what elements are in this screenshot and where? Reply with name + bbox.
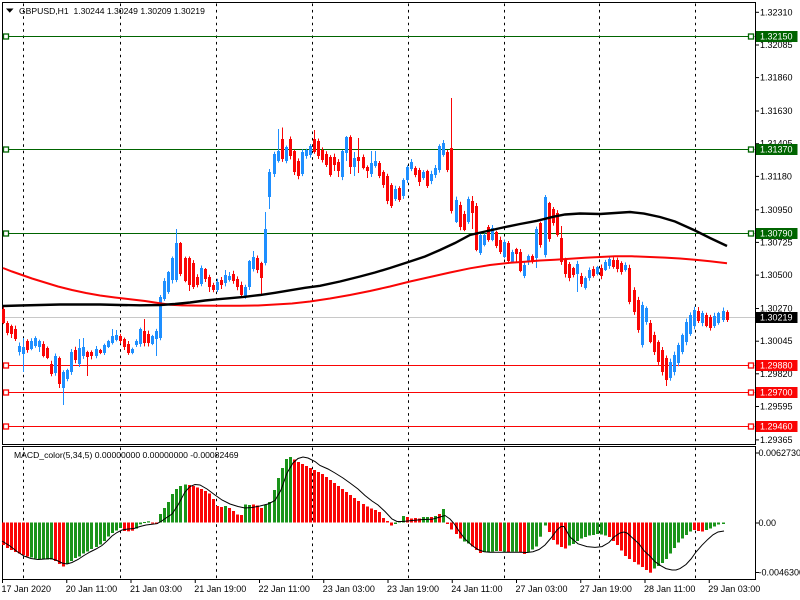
svg-text:1.30045: 1.30045	[760, 336, 793, 346]
svg-text:27 Jan 03:00: 27 Jan 03:00	[516, 584, 568, 594]
svg-text:1.30219: 1.30219	[760, 313, 793, 323]
svg-text:0.00: 0.00	[759, 518, 777, 528]
svg-text:0.0062730: 0.0062730	[759, 448, 800, 458]
svg-text:1.29880: 1.29880	[760, 361, 793, 371]
svg-text:23 Jan 03:00: 23 Jan 03:00	[323, 584, 375, 594]
svg-text:1.31370: 1.31370	[760, 145, 793, 155]
svg-text:1.29820: 1.29820	[760, 369, 793, 379]
svg-text:21 Jan 19:00: 21 Jan 19:00	[194, 584, 246, 594]
svg-text:1.32150: 1.32150	[760, 32, 793, 42]
svg-text:1.31180: 1.31180	[760, 171, 792, 181]
svg-text:1.30950: 1.30950	[760, 205, 793, 215]
svg-text:1.32085: 1.32085	[760, 40, 793, 50]
svg-text:29 Jan 03:00: 29 Jan 03:00	[708, 584, 760, 594]
svg-text:20 Jan 11:00: 20 Jan 11:00	[66, 584, 117, 594]
svg-text:GBPUSD,H1 1.30244 1.30249 1.3: GBPUSD,H1 1.30244 1.30249 1.30209 1.3021…	[19, 6, 205, 16]
svg-text:-0.0046300: -0.0046300	[759, 568, 800, 578]
svg-text:1.30500: 1.30500	[760, 270, 793, 280]
svg-text:1.31860: 1.31860	[760, 73, 793, 83]
svg-text:MACD_color(5,34,5) 0.00000000: MACD_color(5,34,5) 0.00000000 0.00000000…	[14, 450, 239, 460]
svg-text:1.30270: 1.30270	[760, 304, 793, 314]
svg-text:21 Jan 03:00: 21 Jan 03:00	[130, 584, 182, 594]
svg-text:1.29700: 1.29700	[760, 388, 793, 398]
svg-text:1.29595: 1.29595	[760, 402, 793, 412]
svg-text:17 Jan 2020: 17 Jan 2020	[2, 584, 52, 594]
svg-text:1.29460: 1.29460	[760, 422, 793, 432]
svg-text:24 Jan 11:00: 24 Jan 11:00	[451, 584, 502, 594]
svg-text:23 Jan 19:00: 23 Jan 19:00	[387, 584, 439, 594]
svg-text:1.29365: 1.29365	[760, 435, 793, 445]
svg-text:1.31630: 1.31630	[760, 106, 793, 116]
svg-text:1.30725: 1.30725	[760, 237, 793, 247]
svg-text:22 Jan 11:00: 22 Jan 11:00	[259, 584, 310, 594]
svg-text:1.32310: 1.32310	[760, 7, 793, 17]
svg-text:27 Jan 19:00: 27 Jan 19:00	[580, 584, 632, 594]
svg-text:1.30790: 1.30790	[760, 229, 793, 239]
svg-text:1.31405: 1.31405	[760, 139, 793, 149]
svg-text:28 Jan 11:00: 28 Jan 11:00	[644, 584, 695, 594]
